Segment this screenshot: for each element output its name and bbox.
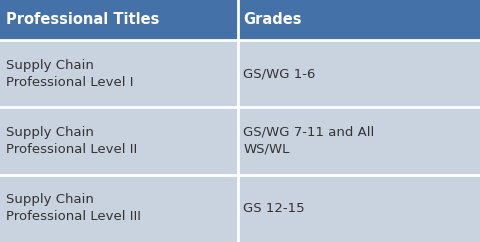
Text: GS/WG 7-11 and All
WS/WL: GS/WG 7-11 and All WS/WL xyxy=(243,126,374,156)
Bar xyxy=(0,40,238,107)
Bar xyxy=(238,175,480,242)
Bar xyxy=(0,175,238,242)
Bar xyxy=(238,0,480,40)
Bar xyxy=(0,0,238,40)
Text: Supply Chain
Professional Level I: Supply Chain Professional Level I xyxy=(6,59,133,89)
Bar xyxy=(238,40,480,107)
Text: Professional Titles: Professional Titles xyxy=(6,13,159,27)
Text: Supply Chain
Professional Level III: Supply Chain Professional Level III xyxy=(6,193,141,223)
Text: Supply Chain
Professional Level II: Supply Chain Professional Level II xyxy=(6,126,137,156)
Bar xyxy=(0,107,238,175)
Text: Grades: Grades xyxy=(243,13,302,27)
Text: GS/WG 1-6: GS/WG 1-6 xyxy=(243,67,316,80)
Bar xyxy=(238,107,480,175)
Text: GS 12-15: GS 12-15 xyxy=(243,202,305,215)
